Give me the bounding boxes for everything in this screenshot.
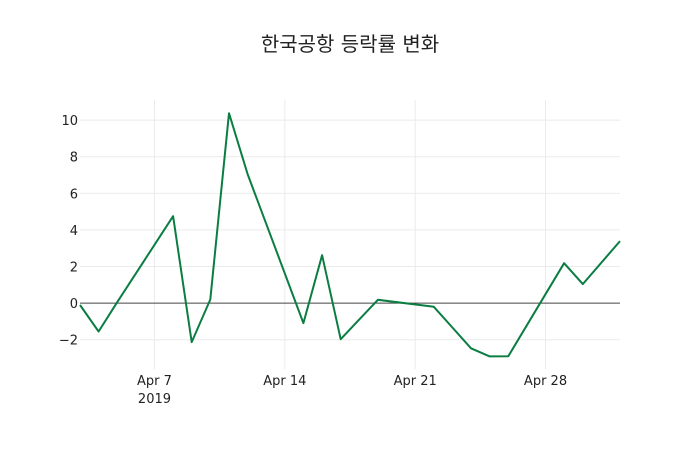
y-tick-label: 10 bbox=[61, 114, 78, 129]
y-axis: −2 0 2 4 6 8 10 bbox=[59, 114, 78, 349]
chart-title: 한국공항 등락률 변화 bbox=[260, 32, 440, 56]
x-tick-year-label: 2019 bbox=[138, 392, 171, 407]
x-tick-label: Apr 28 bbox=[524, 374, 567, 389]
x-tick-label: Apr 14 bbox=[263, 374, 306, 389]
x-tick-label: Apr 21 bbox=[394, 374, 437, 389]
x-axis: Apr 7 2019 Apr 14 Apr 21 Apr 28 bbox=[137, 374, 567, 407]
data-series bbox=[79, 112, 621, 358]
y-tick-label: 8 bbox=[70, 151, 78, 166]
gridlines bbox=[80, 100, 620, 369]
x-tick-label: Apr 7 bbox=[137, 374, 172, 389]
y-tick-label: −2 bbox=[59, 334, 78, 349]
y-tick-label: 2 bbox=[70, 261, 78, 276]
y-tick-label: 4 bbox=[70, 224, 78, 239]
y-tick-label: 6 bbox=[70, 187, 78, 202]
series-line bbox=[79, 112, 621, 358]
y-tick-label: 0 bbox=[70, 297, 78, 312]
